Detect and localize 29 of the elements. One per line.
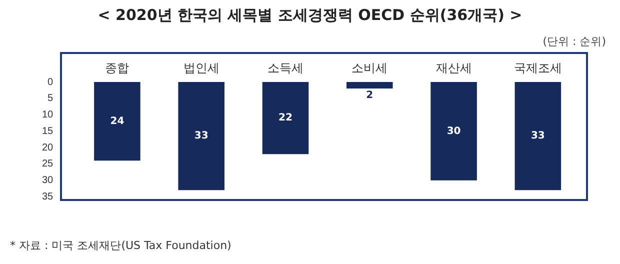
bar: [514, 82, 562, 190]
bar: [262, 82, 309, 154]
y-tick-label: 10: [42, 110, 54, 121]
bar: [346, 82, 393, 89]
data-label: 22: [278, 112, 292, 124]
bar: [178, 82, 224, 190]
y-tick-label: 0: [48, 76, 54, 88]
data-label: 30: [446, 126, 461, 137]
y-tick-label: 35: [42, 191, 54, 202]
y-tick-label: 25: [42, 158, 54, 170]
x-tick-label: 재산세: [436, 61, 472, 76]
y-tick-label: 5: [48, 93, 54, 104]
x-tick-label: 소비세: [352, 61, 388, 76]
chart-subtitle: (단위 : 순위): [542, 34, 606, 49]
y-tick-label: 20: [42, 142, 54, 154]
y-tick-label: 15: [42, 126, 54, 137]
data-label: 33: [530, 130, 545, 142]
x-tick-label: 소득세: [267, 61, 304, 76]
x-tick-label: 법인세: [183, 61, 220, 76]
data-label: 33: [194, 130, 208, 142]
x-tick-label: 국제조세: [514, 61, 562, 76]
y-tick-label: 30: [42, 175, 54, 186]
data-label: 2: [366, 90, 374, 102]
data-label: 24: [110, 116, 124, 127]
chart-title: < 2020년 한국의 세목별 조세경쟁력 OECD 순위(36개국) >: [96, 6, 524, 25]
bar: [430, 82, 477, 180]
text: * 자료 : 미국 조세재단(US Tax Foundation): [10, 238, 232, 253]
bar: [94, 82, 140, 161]
x-tick-label: 종합: [105, 61, 130, 76]
